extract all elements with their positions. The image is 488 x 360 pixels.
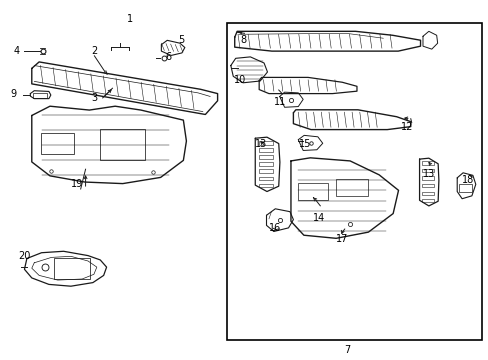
Text: 15: 15 (299, 139, 311, 149)
Text: 14: 14 (312, 213, 325, 223)
Text: 19: 19 (71, 179, 83, 189)
Text: 8: 8 (240, 35, 245, 45)
Text: 13: 13 (422, 168, 435, 179)
Text: 13: 13 (254, 139, 266, 149)
Bar (422, 199, 433, 202)
Bar (422, 192, 433, 195)
Bar (458, 184, 471, 192)
Bar (335, 179, 367, 196)
Bar (258, 155, 273, 159)
Text: 7: 7 (344, 345, 349, 355)
Bar (227, 23, 481, 340)
Bar (422, 184, 433, 187)
Text: 3: 3 (91, 93, 97, 103)
Bar (422, 161, 433, 165)
Text: 17: 17 (335, 234, 348, 244)
Bar (422, 176, 433, 180)
Text: 11: 11 (273, 96, 285, 107)
Bar (258, 148, 273, 152)
Text: 16: 16 (268, 222, 281, 233)
Bar (41, 132, 74, 154)
Bar (258, 170, 273, 173)
Bar (54, 258, 90, 279)
Bar (258, 176, 273, 180)
Text: 5: 5 (178, 35, 183, 45)
Text: 2: 2 (91, 46, 97, 56)
Bar (422, 169, 433, 172)
Bar (100, 130, 145, 161)
Text: 20: 20 (18, 251, 31, 261)
Bar (258, 184, 273, 187)
Text: 1: 1 (126, 14, 132, 24)
Bar (33, 93, 47, 98)
Bar (258, 141, 273, 145)
Bar (258, 162, 273, 166)
Text: 18: 18 (461, 175, 474, 185)
Text: 6: 6 (165, 52, 171, 62)
Text: 4: 4 (14, 46, 20, 56)
Bar (298, 183, 328, 199)
Text: 10: 10 (233, 75, 245, 85)
Text: 9: 9 (11, 89, 17, 99)
Text: 12: 12 (400, 122, 412, 132)
